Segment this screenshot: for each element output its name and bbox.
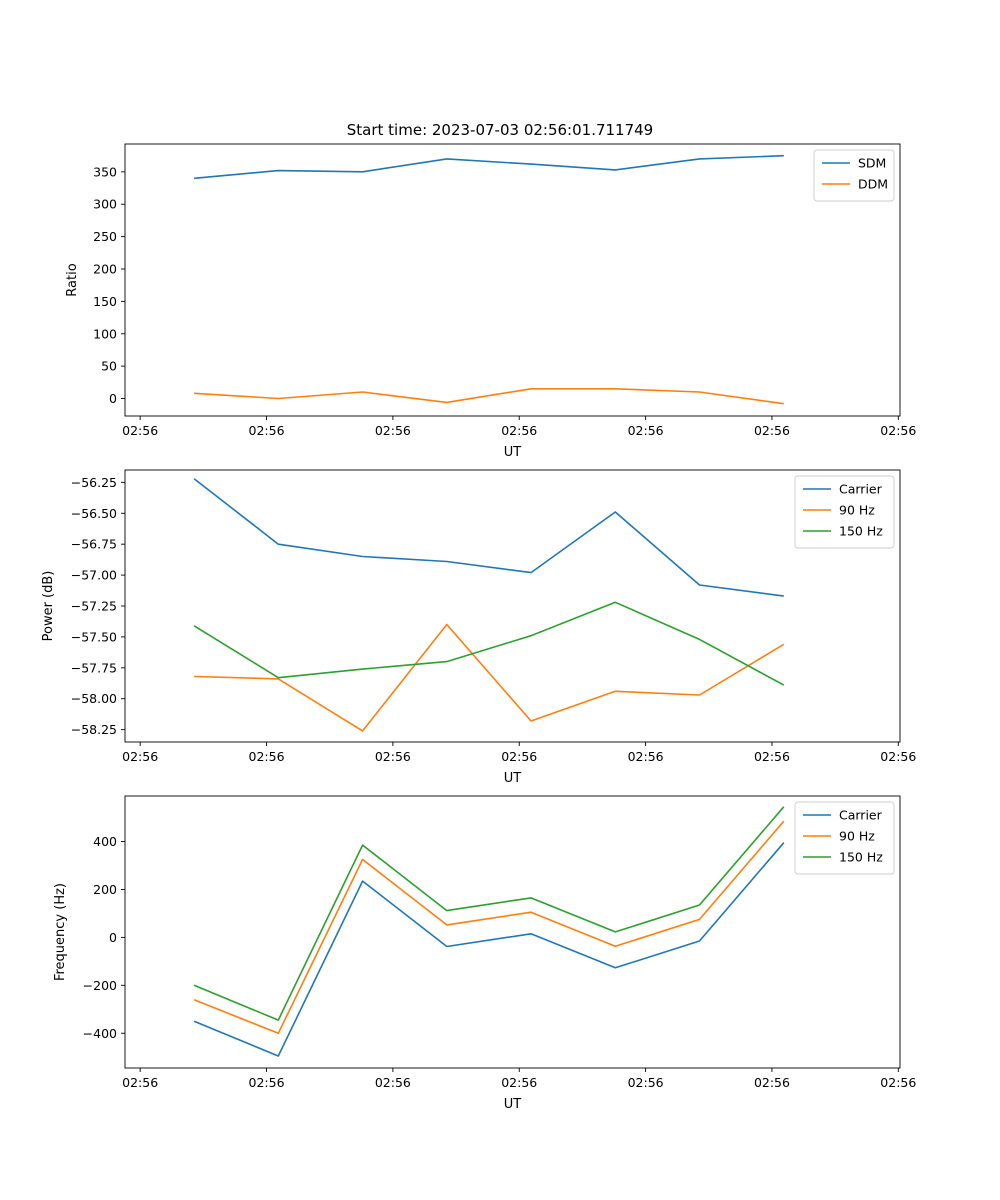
y-tick-label: −57.75 (71, 660, 117, 675)
legend-label: SDM (858, 156, 886, 171)
x-tick-label: 02:56 (375, 1075, 411, 1090)
figure-title: Start time: 2023-07-03 02:56:01.711749 (346, 121, 654, 139)
y-tick-label: −56.75 (71, 537, 117, 552)
y-tick-label: 200 (93, 261, 117, 276)
y-tick-label: −57.00 (71, 568, 117, 583)
x-tick-label: 02:56 (375, 749, 411, 764)
x-axis-label: UT (504, 771, 522, 786)
y-tick-label: 400 (93, 834, 117, 849)
y-tick-label: 200 (93, 882, 117, 897)
axes-frame (124, 469, 901, 743)
x-axis-label: UT (504, 1097, 522, 1112)
x-tick-label: 02:56 (501, 1075, 537, 1090)
series-line-carrier (193, 842, 785, 1057)
x-tick-label: 02:56 (880, 1075, 916, 1090)
x-tick-label: 02:56 (249, 749, 285, 764)
series-line-90-hz (194, 623, 785, 732)
x-tick-label: 02:56 (754, 1075, 790, 1090)
legend-label: 150 Hz (839, 850, 883, 865)
y-axis-label: Power (dB) (41, 571, 56, 642)
y-axis-label: Frequency (Hz) (53, 883, 68, 981)
y-tick-label: 0 (109, 391, 117, 406)
x-tick-label: 02:56 (628, 423, 664, 438)
y-tick-label: 250 (93, 229, 117, 244)
legend-label: 150 Hz (839, 524, 883, 539)
x-tick-label: 02:56 (501, 749, 537, 764)
y-tick-label: 150 (93, 294, 117, 309)
legend-label: 90 Hz (839, 829, 875, 844)
x-tick-label: 02:56 (249, 1075, 285, 1090)
x-axis-label: UT (504, 445, 522, 460)
y-tick-label: 350 (93, 164, 117, 179)
legend: Carrier 90 Hz 150 Hz (794, 801, 895, 875)
y-tick-label: 300 (93, 197, 117, 212)
series-line-sdm (194, 154, 784, 180)
y-tick-label: 50 (101, 359, 117, 374)
y-tick-label: −57.25 (71, 599, 117, 614)
x-tick-label: 02:56 (122, 749, 158, 764)
x-tick-label: 02:56 (122, 1075, 158, 1090)
axes-frame (124, 143, 901, 417)
x-tick-label: 02:56 (501, 423, 537, 438)
x-tick-label: 02:56 (249, 423, 285, 438)
chart-panel-1: 02:56 02:56 02:56 02:56 02:56 02:56 02:56 UT 0 50… (65, 143, 916, 460)
x-tick-label: 02:56 (880, 423, 916, 438)
y-axis-label: Ratio (65, 263, 80, 296)
legend-box (794, 801, 895, 875)
legend: Carrier 90 Hz 150 Hz (794, 475, 895, 549)
legend-label: Carrier (839, 482, 883, 497)
legend-label: Carrier (839, 808, 883, 823)
x-tick-label: 02:56 (628, 749, 664, 764)
legend-label: DDM (858, 177, 888, 192)
y-tick-label: −200 (83, 978, 117, 993)
legend: SDM DDM (813, 149, 895, 202)
x-tick-label: 02:56 (375, 423, 411, 438)
y-tick-label: −58.00 (71, 691, 117, 706)
legend-label: 90 Hz (839, 503, 875, 518)
x-tick-label: 02:56 (628, 1075, 664, 1090)
axes-frame (124, 795, 901, 1069)
y-tick-label: −58.25 (71, 722, 117, 737)
series-line-150-hz (193, 601, 785, 686)
x-tick-label: 02:56 (754, 423, 790, 438)
chart-panel-2: 02:56 02:56 02:56 02:56 02:56 02:56 02:56 UT −58… (41, 469, 916, 786)
y-tick-label: −56.50 (71, 506, 117, 521)
y-tick-label: −400 (83, 1026, 117, 1041)
x-tick-label: 02:56 (880, 749, 916, 764)
y-tick-label: 0 (109, 930, 117, 945)
series-line-150-hz (193, 806, 785, 1021)
legend-box (794, 475, 895, 549)
chart-panel-3: 02:56 02:56 02:56 02:56 02:56 02:56 02:56 UT −40… (53, 795, 916, 1112)
series-line-carrier (193, 478, 784, 597)
series-line-ddm (194, 387, 784, 405)
x-tick-label: 02:56 (754, 749, 790, 764)
y-tick-label: −57.50 (71, 629, 117, 644)
series-line-90-hz (193, 820, 785, 1035)
x-tick-label: 02:56 (122, 423, 158, 438)
y-tick-label: 100 (93, 326, 117, 341)
y-tick-label: −56.25 (71, 475, 117, 490)
